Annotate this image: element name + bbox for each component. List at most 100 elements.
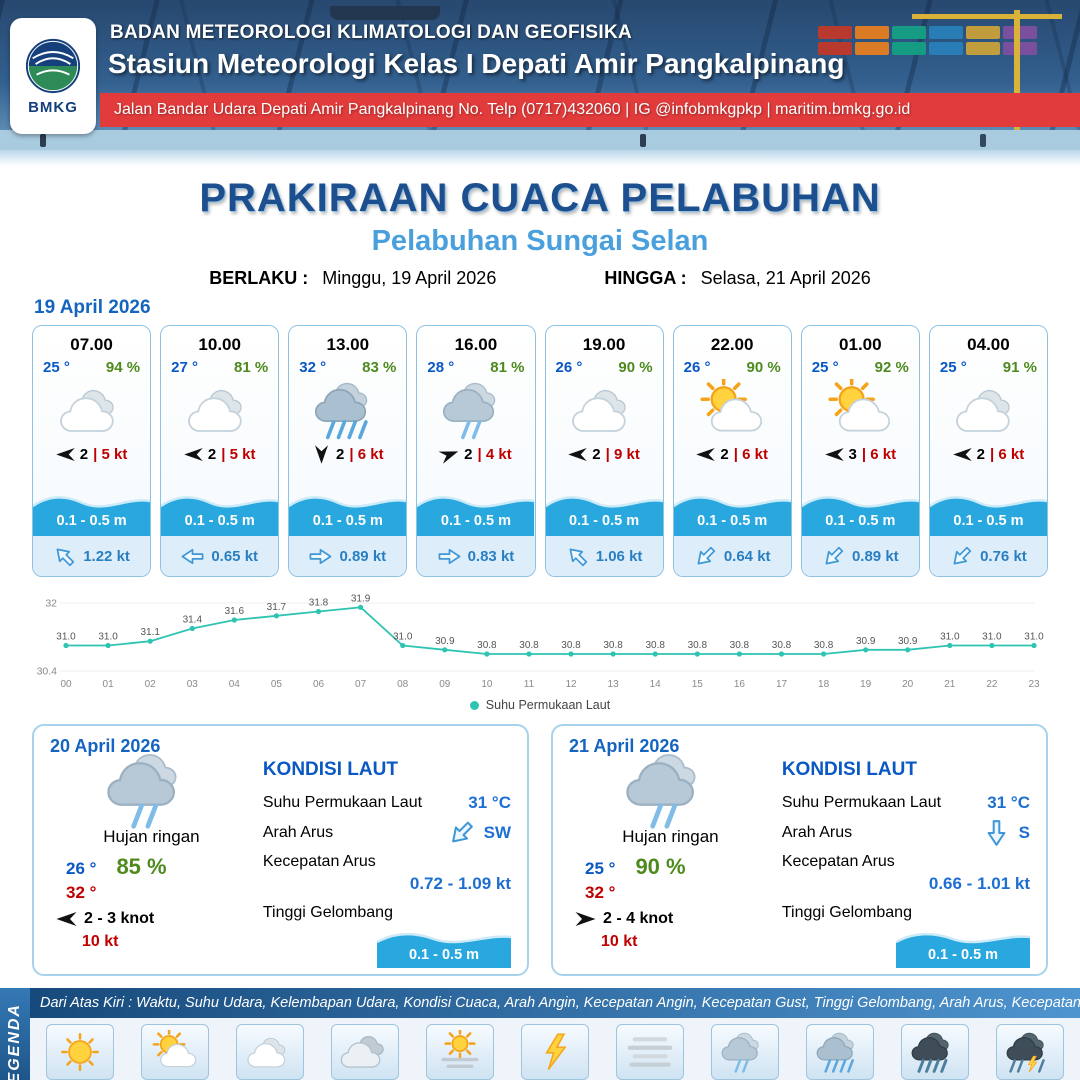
legend-item-petir: Petir [509,1024,600,1080]
crane-arm-icon [912,14,1062,19]
wind-speed: 2 [720,445,729,463]
current-speed: 0.65 kt [211,547,259,565]
wind-direction-icon [696,447,716,461]
svg-text:00: 00 [60,679,72,690]
wave-height-band: 0.1 - 0.5 m [161,490,279,536]
wind-direction-icon [575,912,596,926]
svg-text:09: 09 [439,679,451,690]
valid-from-label: BERLAKU : [209,268,309,288]
time-label: 13.00 [326,335,370,354]
svg-text:31.0: 31.0 [393,632,413,643]
svg-text:14: 14 [650,679,662,690]
forecast-card-1600: 16.00 28 ° 81 % 2 | 4 kt 0.1 - 0.5 m 0.83 … [416,325,536,577]
daily-date: 21 April 2026 [569,736,680,756]
time-label: 01.00 [839,335,882,354]
wave-height-band: 0.1 - 0.5 m [801,490,919,536]
air-temperature: 28 ° [427,359,455,376]
hujan-ringan-icon [711,1024,780,1080]
container-stack-icon [818,26,1046,55]
svg-text:31.0: 31.0 [940,632,960,643]
svg-text:11: 11 [524,679,535,690]
current-speed: 0.76 kt [980,547,1027,565]
wave-icon [929,496,1047,536]
forecast-card-2200: 22.00 26 ° 90 % 2 | 6 kt 0.1 - 0.5 m 0.64 … [672,325,792,577]
chart-legend-label: Suhu Permukaan Laut [485,698,611,712]
current-speed: 0.64 kt [723,547,771,565]
wave-height: 0.1 - 0.5 m [569,513,640,529]
sst-chart-section: 30.4 32 31.0 00 31.0 01 31.1 02 31.4 03 31.6 04 31.7… [32,587,1048,712]
svg-text:01: 01 [103,679,115,690]
svg-text:07: 07 [355,679,367,690]
wave-height: 0.1 - 0.5 m [408,947,480,963]
wind-direction-icon [952,447,972,461]
bmkg-logo-text: BMKG [28,98,78,116]
svg-text:22: 22 [986,679,998,690]
chart-legend-dot [469,700,479,710]
hujan-petir-icon [996,1024,1065,1080]
weather-condition: Hujan ringan [103,827,200,846]
time-label: 07.00 [70,335,113,354]
svg-text:31.9: 31.9 [351,593,371,604]
gust-speed: 10 kt [82,933,119,950]
wind-direction-icon [824,447,844,461]
legend-item-cerah-berawan: Cerah Berawan [129,1024,220,1080]
svg-text:20: 20 [902,679,914,690]
udara-kabur-icon [425,1024,494,1080]
current-direction: SW [483,823,511,842]
valid-to-value: Selasa, 21 April 2026 [700,268,871,288]
legend-items-row: Cerah Cerah Berawan Berawan Berawan Teba… [30,1018,1080,1080]
weather-icon [569,754,772,831]
humidity: 85 % [116,854,167,879]
time-label: 04.00 [967,335,1010,354]
air-temperature: 25 ° [43,359,70,376]
svg-text:30.8: 30.8 [772,640,792,651]
forecast-card-0700: 07.00 25 ° 94 % 2 | 5 kt 0.1 - 0.5 m 1.22 … [32,325,152,577]
wave-icon [377,932,511,968]
daily-box-20-april: 20 April 2026 Hujan ringan 26 ° 85 % 32 … [32,724,529,976]
daily-forecast-row: 20 April 2026 Hujan ringan 26 ° 85 % 32 … [0,724,1080,976]
wind-speed: 2 [336,445,345,463]
current-speed: 0.72 - 1.09 kt [409,874,511,893]
sea-conditions-title: KONDISI LAUT [781,759,917,780]
wave-height: 0.1 - 0.5 m [440,513,511,529]
weather-icon [417,378,534,442]
gust-speed: | 6 kt [990,445,1025,463]
wind-speed: 2 [464,445,473,463]
sst-value: 31 °C [468,793,511,812]
legend-item-cerah: Cerah [34,1024,125,1080]
valid-to-label: HINGGA : [604,268,687,288]
forecast-card-0400: 04.00 25 ° 91 % 2 | 6 kt 0.1 - 0.5 m 0.76 … [928,325,1048,577]
svg-text:31.7: 31.7 [267,602,287,613]
svg-text:30.8: 30.8 [730,640,750,651]
svg-text:30.9: 30.9 [856,636,876,647]
svg-text:31.8: 31.8 [309,598,329,609]
humidity: 81 % [234,359,269,376]
wave-height: 0.1 - 0.5 m [825,513,896,529]
current-direction-icon [444,816,477,849]
daily-date: 20 April 2026 [50,736,161,756]
max-temperature: 32 ° [585,883,616,902]
svg-text:31.6: 31.6 [225,606,245,617]
sst-line-chart: 30.4 32 31.0 00 31.0 01 31.1 02 31.4 03 31.6 04 31.7… [37,593,1045,690]
current-direction-icon [691,542,719,570]
cerah-berawan-icon [140,1024,209,1080]
legend-item-hujan-petir: Hujan Petir [985,1024,1076,1080]
wave-height-band: 0.1 - 0.5 m [929,490,1047,536]
bmkg-logo: BMKG [10,18,96,134]
legend-item-kabut: Kabut [605,1024,696,1080]
wave-height-band: 0.1 - 0.5 m [417,490,535,536]
svg-text:31.0: 31.0 [982,632,1002,643]
weather-icon [50,754,253,831]
current-speed: 1.06 kt [595,547,643,565]
time-label: 10.00 [198,335,241,354]
svg-text:02: 02 [145,679,157,690]
legend-title-tab: LEGENDA [0,988,30,1080]
weather-icon [802,378,919,442]
current-speed: 0.89 kt [339,547,387,565]
time-label: 16.00 [454,335,498,354]
bmkg-globe-icon [25,38,81,93]
legend-item-hujan-sedang: Hujan Sedang [795,1024,886,1080]
air-temperature: 26 ° [683,359,711,376]
wind-direction-icon [56,912,77,926]
address-bar: Jalan Bandar Udara Depati Amir Pangkalpi… [100,93,1080,127]
